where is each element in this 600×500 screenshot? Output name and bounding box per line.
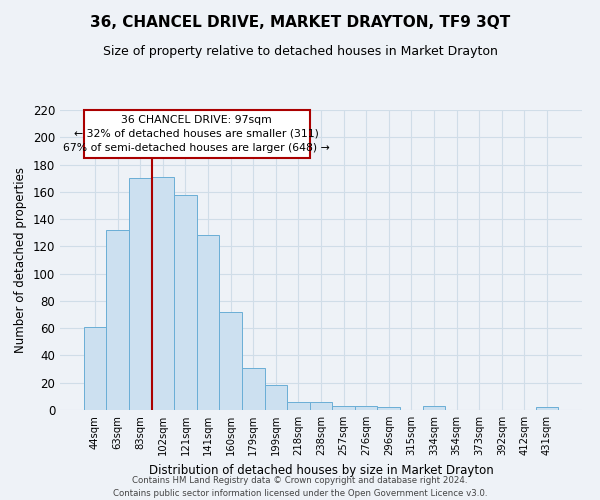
- Bar: [310, 402, 332, 410]
- Bar: [377, 408, 400, 410]
- Bar: [287, 402, 310, 410]
- Text: 36 CHANCEL DRIVE: 97sqm
← 32% of detached houses are smaller (311)
67% of semi-d: 36 CHANCEL DRIVE: 97sqm ← 32% of detache…: [64, 115, 330, 153]
- Bar: [152, 177, 174, 410]
- Bar: [355, 406, 377, 410]
- Bar: [242, 368, 265, 410]
- Bar: [129, 178, 152, 410]
- FancyBboxPatch shape: [84, 110, 310, 158]
- Text: 36, CHANCEL DRIVE, MARKET DRAYTON, TF9 3QT: 36, CHANCEL DRIVE, MARKET DRAYTON, TF9 3…: [90, 15, 510, 30]
- Bar: [106, 230, 129, 410]
- Bar: [265, 386, 287, 410]
- Text: Size of property relative to detached houses in Market Drayton: Size of property relative to detached ho…: [103, 45, 497, 58]
- Bar: [174, 194, 197, 410]
- Bar: [220, 312, 242, 410]
- Bar: [197, 236, 220, 410]
- X-axis label: Distribution of detached houses by size in Market Drayton: Distribution of detached houses by size …: [149, 464, 493, 476]
- Y-axis label: Number of detached properties: Number of detached properties: [14, 167, 27, 353]
- Bar: [422, 406, 445, 410]
- Bar: [332, 406, 355, 410]
- Text: Contains HM Land Registry data © Crown copyright and database right 2024.
Contai: Contains HM Land Registry data © Crown c…: [113, 476, 487, 498]
- Bar: [84, 327, 106, 410]
- Bar: [536, 408, 558, 410]
